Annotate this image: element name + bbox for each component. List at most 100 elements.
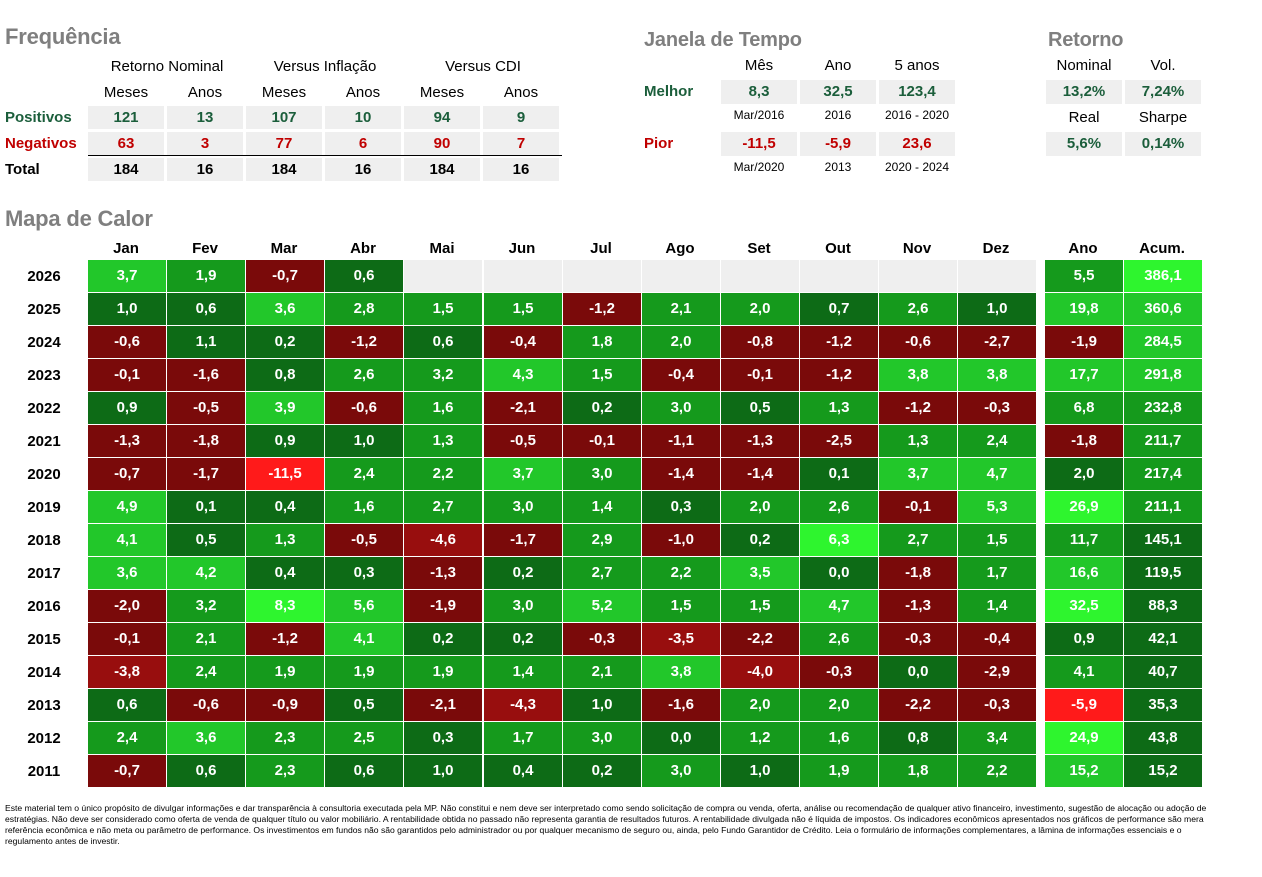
heatmap-cell: 0,3 <box>404 722 482 754</box>
heatmap-cell: -1,2 <box>800 359 878 391</box>
heatmap-cell: -4,0 <box>721 656 799 688</box>
year-label: 2025 <box>27 301 61 318</box>
heatmap-cell: 5,6 <box>325 590 403 622</box>
freq-sub-header: Meses <box>419 84 465 101</box>
freq-row-label: Negativos <box>5 135 77 152</box>
janela-period-note: 2016 <box>824 108 852 122</box>
heatmap-cell: 3,0 <box>484 590 562 622</box>
heatmap-cell: 0,2 <box>484 623 562 655</box>
year-label: 2016 <box>27 598 61 615</box>
retorno-header: Vol. <box>1150 57 1176 74</box>
heatmap-cell: 1,4 <box>563 491 641 523</box>
janela-row-label: Melhor <box>644 83 694 100</box>
heatmap-cell: -0,3 <box>563 623 641 655</box>
retorno-value-cell: 13,2% <box>1046 80 1122 104</box>
heatmap-cell: -2,1 <box>404 689 482 721</box>
janela-value-cell: 23,6 <box>879 132 955 156</box>
heatmap-cell: 4,7 <box>958 458 1036 490</box>
heatmap-cell: 1,9 <box>325 656 403 688</box>
heatmap-cell: 2,3 <box>246 722 324 754</box>
heatmap-cell: -1,6 <box>167 359 245 391</box>
heatmap-cell: 1,2 <box>721 722 799 754</box>
accumulated-cell: 211,1 <box>1124 491 1202 523</box>
heatmap-cell: 0,2 <box>563 392 641 424</box>
retorno-value-cell: 7,24% <box>1125 80 1201 104</box>
heatmap-cell: 2,2 <box>404 458 482 490</box>
year-total-cell: 5,5 <box>1045 260 1123 292</box>
heatmap-cell: 0,3 <box>325 557 403 589</box>
year-total-cell: 19,8 <box>1045 293 1123 325</box>
heatmap-cell: -0,7 <box>88 458 166 490</box>
janela-row-label: Pior <box>644 135 674 152</box>
heatmap-cell: -2,1 <box>484 392 562 424</box>
heatmap-cell: -0,3 <box>958 689 1036 721</box>
year-label: 2019 <box>27 499 61 516</box>
heatmap-cell: 1,3 <box>800 392 878 424</box>
month-header-jan: Jan <box>113 240 139 257</box>
heatmap-cell: 0,2 <box>246 326 324 358</box>
month-header-ago: Ago <box>665 240 695 257</box>
heatmap-cell: -2,2 <box>721 623 799 655</box>
disclaimer-text: Este material tem o único propósito de d… <box>5 803 1207 846</box>
heatmap-cell: -0,1 <box>88 359 166 391</box>
freq-value-cell: 63 <box>88 132 164 155</box>
janela-value-cell: 32,5 <box>800 80 876 104</box>
heatmap-cell: 1,9 <box>800 755 878 787</box>
retorno-header: Real <box>1068 109 1100 126</box>
heatmap-cell: 2,2 <box>958 755 1036 787</box>
heatmap-cell <box>404 260 482 292</box>
heatmap-cell: 2,1 <box>167 623 245 655</box>
heatmap-cell <box>563 260 641 292</box>
heatmap-cell: -2,2 <box>879 689 957 721</box>
month-header-out: Out <box>825 240 851 257</box>
heatmap-cell: 4,1 <box>88 524 166 556</box>
year-label: 2024 <box>27 334 61 351</box>
heatmap-cell: -0,5 <box>167 392 245 424</box>
heatmap-cell: 1,5 <box>484 293 562 325</box>
month-header-mai: Mai <box>429 240 455 257</box>
mapa-title: Mapa de Calor <box>5 206 153 231</box>
heatmap-cell: -2,9 <box>958 656 1036 688</box>
freq-value-cell: 13 <box>167 106 243 129</box>
heatmap-cell: 3,7 <box>879 458 957 490</box>
year-label: 2011 <box>27 763 61 780</box>
freq-value-cell: 107 <box>246 106 322 129</box>
heatmap-cell: -0,6 <box>879 326 957 358</box>
heatmap-cell: -4,3 <box>484 689 562 721</box>
freq-group-header: Versus CDI <box>445 58 521 75</box>
heatmap-cell: 0,9 <box>246 425 324 457</box>
heatmap-cell <box>958 260 1036 292</box>
freq-value-cell: 77 <box>246 132 322 155</box>
year-label: 2014 <box>27 664 61 681</box>
heatmap-cell <box>879 260 957 292</box>
freq-group-header: Retorno Nominal <box>110 58 224 75</box>
heatmap-cell: 0,4 <box>246 557 324 589</box>
heatmap-cell: -0,7 <box>88 755 166 787</box>
heatmap-cell: 1,7 <box>484 722 562 754</box>
retorno-value-cell: 5,6% <box>1046 132 1122 156</box>
heatmap-cell: 0,0 <box>879 656 957 688</box>
janela-period-note: Mar/2016 <box>733 108 785 122</box>
heatmap-cell: 4,2 <box>167 557 245 589</box>
year-total-cell: 4,1 <box>1045 656 1123 688</box>
heatmap-cell: -1,6 <box>642 689 720 721</box>
heatmap-cell: 0,8 <box>879 722 957 754</box>
heatmap-cell: 2,7 <box>563 557 641 589</box>
retorno-header: Nominal <box>1056 57 1112 74</box>
heatmap-cell: 5,2 <box>563 590 641 622</box>
heatmap-cell: 0,3 <box>642 491 720 523</box>
accumulated-cell: 88,3 <box>1124 590 1202 622</box>
year-label: 2013 <box>27 697 61 714</box>
year-label: 2018 <box>27 532 61 549</box>
heatmap-cell: 0,5 <box>325 689 403 721</box>
janela-header: Ano <box>824 57 852 74</box>
freq-value-cell: 6 <box>325 132 401 155</box>
year-total-cell: 0,9 <box>1045 623 1123 655</box>
heatmap-cell <box>642 260 720 292</box>
year-label: 2026 <box>27 268 61 285</box>
freq-value-cell: 184 <box>88 158 164 181</box>
heatmap-cell: 3,0 <box>642 755 720 787</box>
heatmap-cell: 1,6 <box>404 392 482 424</box>
heatmap-cell: 3,2 <box>167 590 245 622</box>
heatmap-cell: 2,6 <box>800 623 878 655</box>
